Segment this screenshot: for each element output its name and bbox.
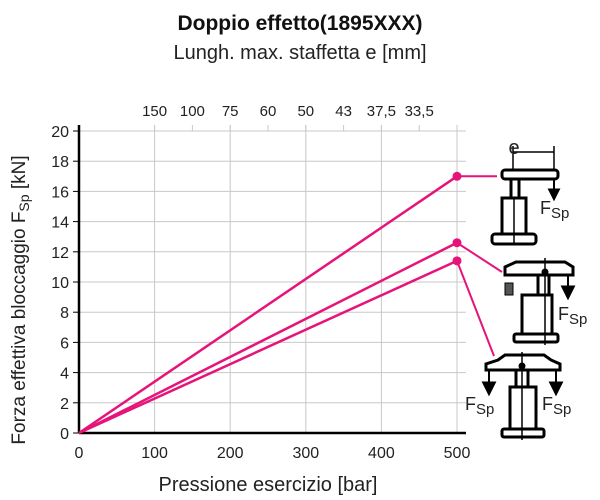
chart-subtitle: Lungh. max. staffetta e [mm] (173, 42, 426, 64)
axes (73, 125, 466, 435)
top-axis-label: 33,5 (405, 103, 434, 120)
force-label-3b: FSp (542, 394, 571, 418)
grid (79, 125, 466, 433)
y-tick-label: 2 (60, 396, 69, 413)
y-tick-label: 6 (60, 335, 69, 352)
series-point-1 (452, 171, 462, 181)
top-axis-label: 43 (335, 103, 352, 120)
series-point-3 (452, 256, 462, 266)
top-axis-label: 75 (222, 103, 239, 120)
x-tick-label: 400 (368, 445, 395, 462)
y-tick-label: 10 (51, 275, 69, 292)
clamp-side-icon (503, 258, 576, 345)
force-label-2: FSp (558, 304, 587, 328)
y-tick-label: 8 (60, 305, 69, 322)
series-line-3 (78, 259, 458, 435)
chart-title: Doppio effetto(1895XXX) (177, 12, 422, 35)
force-label-1: FSp (540, 198, 569, 222)
series-line-2 (78, 241, 458, 435)
series-line-1 (78, 175, 458, 435)
clamp-double-arm-icon (481, 352, 564, 440)
x-tick-label: 0 (75, 445, 84, 462)
y-tick-label: 14 (51, 215, 69, 232)
series (78, 171, 503, 435)
top-axis-label: 50 (297, 103, 314, 120)
y-tick-label: 16 (51, 184, 69, 201)
y-axis-label: Forza effettiva bloccaggio FSp [kN] (9, 155, 32, 444)
force-label-3a: FSp (465, 394, 494, 418)
series-point-2 (452, 238, 462, 248)
series-leader-line-3 (456, 260, 495, 357)
y-tick-label: 18 (51, 154, 69, 171)
clamp-single-arm-icon (490, 146, 561, 246)
top-axis-label: 37,5 (367, 103, 396, 120)
series-leader-line-2 (456, 241, 503, 273)
y-tick-label: 20 (51, 124, 69, 141)
top-axis-label: 150 (142, 103, 167, 120)
top-axis-label: 100 (180, 103, 205, 120)
x-axis-label: Pressione esercizio [bar] (159, 474, 378, 496)
y-tick-label: 12 (51, 245, 69, 262)
x-tick-label: 500 (444, 445, 471, 462)
x-tick-label: 300 (292, 445, 319, 462)
x-tick-label: 200 (217, 445, 244, 462)
dimension-e-label: e (508, 137, 519, 159)
y-tick-label: 4 (60, 366, 69, 383)
y-tick-label: 0 (60, 426, 69, 443)
x-tick-label: 100 (141, 445, 168, 462)
top-axis-label: 60 (260, 103, 277, 120)
